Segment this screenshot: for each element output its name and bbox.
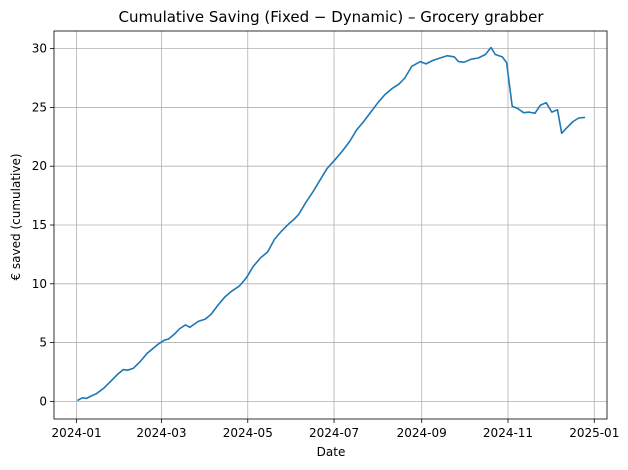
y-axis-ticks: 0 5 10 15 20 25 30 (32, 42, 54, 408)
y-tick-label: 30 (32, 42, 47, 56)
x-axis-ticks: 2024-01 2024-03 2024-05 2024-07 2024-09 2024-… (52, 419, 619, 440)
x-tick-label: 2024-07 (309, 426, 359, 440)
x-tick-label: 2025-01 (569, 426, 619, 440)
x-tick-label: 2024-09 (397, 426, 447, 440)
y-tick-label: 5 (39, 336, 47, 350)
y-tick-label: 10 (32, 277, 47, 291)
x-axis-label: Date (317, 445, 346, 459)
x-tick-label: 2024-03 (136, 426, 186, 440)
x-tick-label: 2024-01 (52, 426, 102, 440)
y-tick-label: 15 (32, 218, 47, 232)
x-tick-label: 2024-11 (483, 426, 533, 440)
chart-title: Cumulative Saving (Fixed − Dynamic) – Gr… (118, 8, 544, 26)
y-tick-label: 0 (39, 394, 47, 408)
y-axis-label: € saved (cumulative) (9, 153, 23, 280)
x-tick-label: 2024-05 (223, 426, 273, 440)
y-tick-label: 20 (32, 159, 47, 173)
y-tick-label: 25 (32, 100, 47, 114)
series-line (77, 46, 586, 401)
